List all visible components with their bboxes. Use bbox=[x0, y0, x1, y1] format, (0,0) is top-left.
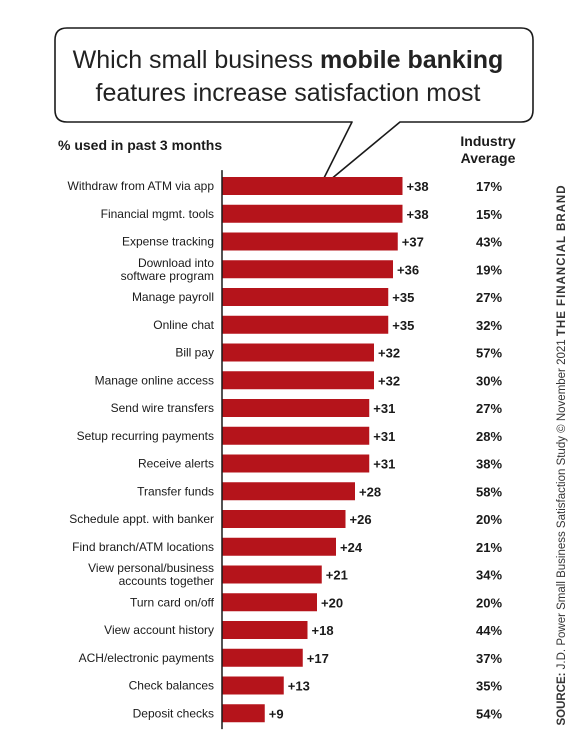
category-label: Find branch/ATM locations bbox=[72, 540, 214, 554]
industry-average-value: 19% bbox=[476, 262, 502, 277]
bar bbox=[222, 621, 308, 639]
value-label: +24 bbox=[340, 540, 363, 555]
industry-average-value: 37% bbox=[476, 651, 502, 666]
bar bbox=[222, 510, 346, 528]
value-label: +20 bbox=[321, 595, 343, 610]
category-label: View account history bbox=[104, 623, 214, 637]
bar bbox=[222, 565, 322, 584]
bar bbox=[222, 343, 374, 362]
category-label: Online chat bbox=[153, 318, 214, 332]
industry-average-value: 57% bbox=[476, 346, 502, 361]
source-label: SOURCE: bbox=[556, 672, 568, 726]
bar bbox=[222, 537, 336, 556]
bar bbox=[222, 399, 370, 417]
bar bbox=[222, 648, 303, 667]
industry-average-value: 35% bbox=[476, 679, 502, 694]
value-label: +31 bbox=[373, 429, 395, 444]
category-label: Manage online access bbox=[95, 373, 214, 387]
bar bbox=[222, 482, 355, 501]
category-label: Download into software program bbox=[121, 256, 215, 283]
bar bbox=[222, 704, 265, 723]
industry-average-value: 27% bbox=[476, 401, 502, 416]
category-label: Setup recurring payments bbox=[77, 429, 214, 443]
bar bbox=[222, 204, 403, 223]
bar bbox=[222, 371, 374, 390]
bar bbox=[222, 454, 370, 473]
bar bbox=[222, 232, 398, 251]
brand-name: THE FINANCIAL BRAND bbox=[556, 184, 568, 337]
value-label: +13 bbox=[288, 679, 310, 694]
speech-bubble bbox=[54, 27, 534, 191]
industry-average-value: 58% bbox=[476, 484, 502, 499]
value-label: +36 bbox=[397, 262, 419, 277]
category-label: Turn card on/off bbox=[130, 595, 215, 609]
value-label: +17 bbox=[307, 651, 329, 666]
industry-average-value: 28% bbox=[476, 429, 502, 444]
value-label: +28 bbox=[359, 484, 381, 499]
industry-average-value: 20% bbox=[476, 512, 502, 527]
value-label: +9 bbox=[269, 706, 284, 721]
industry-average-value: 54% bbox=[476, 706, 502, 721]
value-label: +32 bbox=[378, 373, 400, 388]
category-label: Transfer funds bbox=[137, 484, 214, 498]
value-label: +35 bbox=[392, 290, 414, 305]
industry-header-line-2: Average bbox=[460, 150, 516, 166]
value-label: +38 bbox=[407, 207, 429, 222]
category-label: Send wire transfers bbox=[111, 401, 214, 415]
category-label: Financial mgmt. tools bbox=[101, 207, 214, 221]
chart-title-line-1: Which small business mobile banking bbox=[58, 46, 518, 75]
title-emphasis: mobile banking bbox=[319, 46, 504, 74]
bar bbox=[222, 260, 393, 279]
industry-average-value: 38% bbox=[476, 457, 502, 472]
value-label: +18 bbox=[312, 623, 334, 638]
bar bbox=[222, 315, 389, 334]
category-label: Receive alerts bbox=[138, 457, 214, 471]
value-label: +26 bbox=[350, 512, 372, 527]
chart-title-line-2: features increase satisfaction most bbox=[95, 79, 481, 107]
bar bbox=[222, 288, 389, 306]
value-label: +32 bbox=[378, 346, 400, 361]
value-label: +35 bbox=[392, 318, 414, 333]
industry-average-value: 44% bbox=[476, 623, 502, 638]
category-label: ACH/electronic payments bbox=[79, 651, 214, 665]
category-label: Deposit checks bbox=[133, 706, 214, 720]
category-label: View personal/business accounts together bbox=[88, 561, 214, 588]
category-label: Bill pay bbox=[175, 346, 214, 360]
bar bbox=[222, 593, 317, 612]
value-label: +37 bbox=[402, 235, 424, 250]
chart-subtitle: % used in past 3 months bbox=[58, 137, 223, 153]
industry-average-value: 21% bbox=[476, 540, 502, 555]
value-label: +31 bbox=[373, 401, 395, 416]
industry-average-value: 27% bbox=[476, 290, 502, 305]
bar bbox=[222, 426, 370, 445]
value-label: +21 bbox=[326, 568, 348, 583]
industry-average-value: 20% bbox=[476, 595, 502, 610]
category-label: Schedule appt. with banker bbox=[69, 512, 214, 526]
category-label: Check balances bbox=[129, 679, 214, 693]
industry-average-value: 15% bbox=[476, 207, 502, 222]
value-label: +31 bbox=[373, 457, 395, 472]
industry-average-header: Industry Average bbox=[448, 133, 528, 167]
industry-average-value: 30% bbox=[476, 373, 502, 388]
source-text: J.D. Power Small Business Satisfaction S… bbox=[556, 336, 568, 673]
title-prefix: Which small business bbox=[72, 46, 320, 74]
category-label: Manage payroll bbox=[132, 290, 214, 304]
bar bbox=[222, 676, 284, 695]
industry-header-line-1: Industry bbox=[460, 133, 516, 149]
industry-average-value: 32% bbox=[476, 318, 502, 333]
industry-average-value: 43% bbox=[476, 235, 502, 250]
industry-average-value: 34% bbox=[476, 568, 502, 583]
category-label: Expense tracking bbox=[122, 235, 214, 249]
